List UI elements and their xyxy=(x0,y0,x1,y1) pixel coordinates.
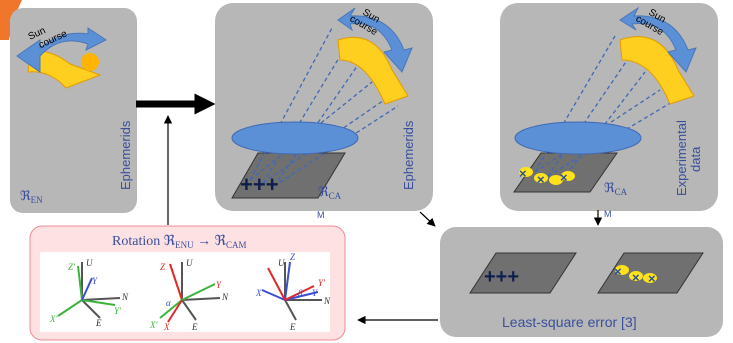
sun-course-enu xyxy=(16,27,107,89)
sun-course-exp xyxy=(619,6,697,105)
frame-sub-overflow-cam-experimental: M xyxy=(604,209,612,219)
axes-frame-2 xyxy=(159,262,221,323)
axis-frame2-u: U xyxy=(186,258,193,268)
experimental-blobs: × × × xyxy=(519,166,575,187)
axis-frame2-alpha: α xyxy=(166,298,171,308)
error-plane-ephemerids xyxy=(469,252,577,294)
arrow-ephemerids-to-error xyxy=(419,211,436,227)
side-label-experimental: Experimental data xyxy=(674,117,703,197)
axis-frame1-e: E xyxy=(95,318,102,328)
svg-text:×: × xyxy=(519,166,527,181)
svg-text:×: × xyxy=(537,172,545,187)
axis-frame3-beta: β xyxy=(297,288,303,298)
error-marks-ephemerids: +++ xyxy=(484,266,519,288)
axis-frame2-x: X xyxy=(163,322,170,332)
axis-frame3-e: E xyxy=(289,322,296,332)
frame-label-cam-experimental: ℜCA xyxy=(604,180,628,197)
axis-frame2-xprime: X' xyxy=(149,320,158,330)
axis-frame2-e: E xyxy=(191,322,198,332)
side-label-enu: Ephemerids xyxy=(118,120,133,190)
marks-ephemerids: +++ xyxy=(240,172,279,197)
frame-sub-overflow-cam-ephemerids: M xyxy=(317,210,325,220)
frame-label-enu: ℜEN xyxy=(20,188,43,205)
svg-text:×: × xyxy=(632,270,640,285)
sensor-plane-ephemerids xyxy=(231,152,346,199)
error-label: Least-square error [3] xyxy=(502,314,637,330)
axis-frame1-yprime: Y' xyxy=(114,306,122,316)
error-plane-experimental xyxy=(597,252,704,294)
lens-ephemerids xyxy=(231,121,359,155)
svg-text:×: × xyxy=(614,264,622,279)
axis-frame2-z: Z xyxy=(160,262,166,272)
axis-frame2-n: N xyxy=(221,292,229,302)
axis-frame1-y: Y xyxy=(92,276,98,286)
axis-frame1-u: U xyxy=(86,258,93,268)
axis-frame3-yprime: Y' xyxy=(318,278,326,288)
lens-experimental xyxy=(514,121,642,155)
error-blobs: × × × xyxy=(614,264,657,286)
frame-label-cam-ephemerids: ℜCA xyxy=(318,184,342,201)
axis-frame3-u: U xyxy=(278,258,285,268)
axis-frame3-y: Y xyxy=(312,288,318,298)
axes-frame-3 xyxy=(261,261,322,321)
axes-frame-1 xyxy=(57,262,121,319)
axis-frame3-x: X xyxy=(255,288,262,298)
svg-text:×: × xyxy=(560,170,568,185)
axis-frame3-z: Z xyxy=(290,252,296,262)
rotation-title: Rotation ℜENU → ℜCAM xyxy=(112,234,247,250)
sun-course-cam xyxy=(337,7,413,105)
axis-frame3-n: N xyxy=(323,296,331,306)
axis-frame1-zprime: Z' xyxy=(68,262,76,272)
axis-frame1-n: N xyxy=(121,292,129,302)
svg-text:×: × xyxy=(648,271,656,286)
axis-frame2-y: Y xyxy=(216,280,222,290)
axis-frame1-xprime: X' xyxy=(49,314,58,324)
side-label-cam-ephemerids: Ephemerids xyxy=(401,120,416,190)
